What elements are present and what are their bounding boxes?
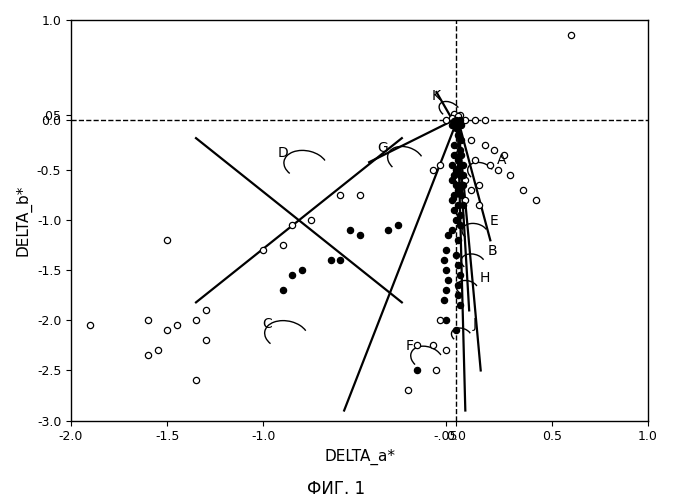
Text: E: E bbox=[490, 214, 499, 228]
Text: F: F bbox=[406, 340, 413, 353]
Text: H: H bbox=[479, 272, 490, 285]
Text: K: K bbox=[432, 89, 441, 103]
Text: A: A bbox=[497, 153, 507, 167]
Text: J: J bbox=[473, 318, 477, 332]
Text: B: B bbox=[487, 244, 497, 258]
Text: C: C bbox=[262, 318, 272, 332]
Text: D: D bbox=[277, 146, 288, 160]
Text: G: G bbox=[378, 141, 388, 155]
Text: ФИГ. 1: ФИГ. 1 bbox=[308, 480, 365, 498]
Y-axis label: DELTA_b*: DELTA_b* bbox=[15, 184, 31, 256]
X-axis label: DELTA_a*: DELTA_a* bbox=[324, 449, 395, 465]
